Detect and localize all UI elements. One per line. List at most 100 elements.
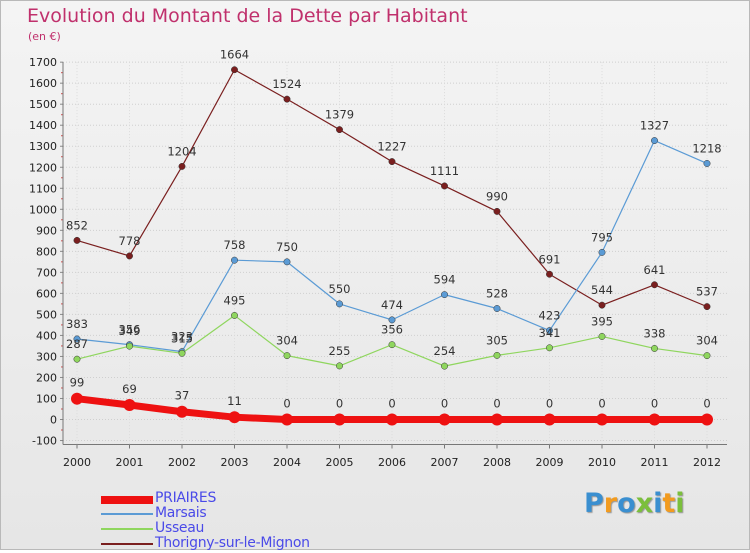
data-label: 495 xyxy=(224,293,246,307)
y-tick-label: 300 xyxy=(36,350,57,363)
data-point xyxy=(703,303,711,311)
data-point xyxy=(546,344,553,352)
x-tick-label: 2000 xyxy=(63,456,91,469)
data-label: 990 xyxy=(486,189,508,203)
legend-label: Marsais xyxy=(155,505,207,521)
data-label: 1111 xyxy=(430,164,459,178)
data-label: 11 xyxy=(227,394,242,408)
data-point xyxy=(231,256,238,264)
data-label: 37 xyxy=(175,389,190,403)
data-label: 0 xyxy=(336,397,343,411)
data-point xyxy=(651,137,658,145)
y-tick-label: 0 xyxy=(50,414,57,427)
y-tick-label: 1700 xyxy=(29,56,57,69)
x-tick-label: 2003 xyxy=(221,456,249,469)
data-label: 550 xyxy=(329,282,351,296)
y-tick-label: 1000 xyxy=(29,203,57,216)
data-label: 641 xyxy=(644,263,666,277)
data-label: 0 xyxy=(651,397,658,411)
y-tick-label: 100 xyxy=(36,392,57,405)
legend-swatch xyxy=(101,513,153,515)
legend-label: Thorigny-sur-le-Mignon xyxy=(155,535,310,551)
data-label: 1524 xyxy=(272,77,301,91)
data-label: 474 xyxy=(381,298,403,312)
data-point xyxy=(493,207,501,215)
y-tick-label: 700 xyxy=(36,266,57,279)
legend-swatch xyxy=(101,528,153,530)
logo-letter: i xyxy=(675,488,685,519)
data-point xyxy=(333,413,346,426)
y-tick-label: 500 xyxy=(36,308,57,321)
data-label: 1379 xyxy=(325,108,354,122)
data-point xyxy=(701,413,713,426)
data-point xyxy=(178,162,186,170)
logo-letter: t xyxy=(662,488,676,519)
data-label: 356 xyxy=(381,323,403,337)
x-tick-label: 2004 xyxy=(273,456,301,469)
data-label: 0 xyxy=(283,397,290,411)
logo-letter: i xyxy=(653,488,663,519)
data-point xyxy=(126,342,133,350)
data-point xyxy=(598,301,606,309)
data-label: 594 xyxy=(434,273,456,287)
legend-swatch xyxy=(101,543,153,545)
data-point xyxy=(176,405,188,418)
data-label: 341 xyxy=(539,326,561,340)
data-point xyxy=(336,362,343,370)
y-tick-label: 1600 xyxy=(29,77,57,90)
data-label: 0 xyxy=(493,397,500,411)
data-point xyxy=(228,411,241,424)
data-label: 383 xyxy=(66,317,88,331)
data-point xyxy=(651,345,658,352)
data-point xyxy=(388,341,396,349)
data-point xyxy=(651,281,658,289)
data-point xyxy=(441,182,448,190)
data-label: 758 xyxy=(224,238,246,252)
data-point xyxy=(648,413,661,426)
x-tick-label: 2007 xyxy=(431,456,459,469)
data-label: 778 xyxy=(119,234,141,248)
data-label: 305 xyxy=(486,333,508,347)
logo-letter: r xyxy=(603,488,618,519)
data-point xyxy=(73,236,81,244)
data-point xyxy=(543,413,556,426)
data-point xyxy=(491,413,503,426)
data-point xyxy=(71,392,83,405)
legend-label: Usseau xyxy=(155,520,205,536)
data-point xyxy=(546,327,553,335)
x-tick-label: 2009 xyxy=(536,456,564,469)
data-point xyxy=(438,413,451,426)
x-tick-label: 2010 xyxy=(588,456,616,469)
data-point xyxy=(178,349,186,357)
data-label: 99 xyxy=(70,376,85,390)
data-label: 423 xyxy=(539,309,561,323)
data-label: 0 xyxy=(388,397,395,411)
data-point xyxy=(388,316,396,324)
data-point xyxy=(283,352,291,360)
y-tick-label: 1500 xyxy=(29,98,57,111)
data-point xyxy=(386,413,398,426)
proxiti-logo: Proxiti xyxy=(584,488,685,519)
data-label: 395 xyxy=(591,314,613,328)
data-label: 1204 xyxy=(167,144,196,158)
data-label: 0 xyxy=(598,397,605,411)
y-tick-label: 1300 xyxy=(29,140,57,153)
y-tick-label: 1400 xyxy=(29,119,57,132)
y-tick-label: 900 xyxy=(36,224,57,237)
data-label: 315 xyxy=(171,331,193,345)
data-point xyxy=(283,95,291,103)
data-point xyxy=(546,270,553,278)
data-point xyxy=(281,413,293,426)
data-point xyxy=(283,258,291,266)
data-point xyxy=(231,312,238,319)
chart-subtitle: (en €) xyxy=(28,30,61,43)
data-label: 852 xyxy=(66,218,88,232)
data-point xyxy=(126,252,133,260)
data-point xyxy=(231,66,238,74)
x-tick-label: 2012 xyxy=(693,456,721,469)
data-label: 528 xyxy=(486,287,508,301)
logo-letter: P xyxy=(584,488,604,519)
data-label: 349 xyxy=(119,324,141,338)
